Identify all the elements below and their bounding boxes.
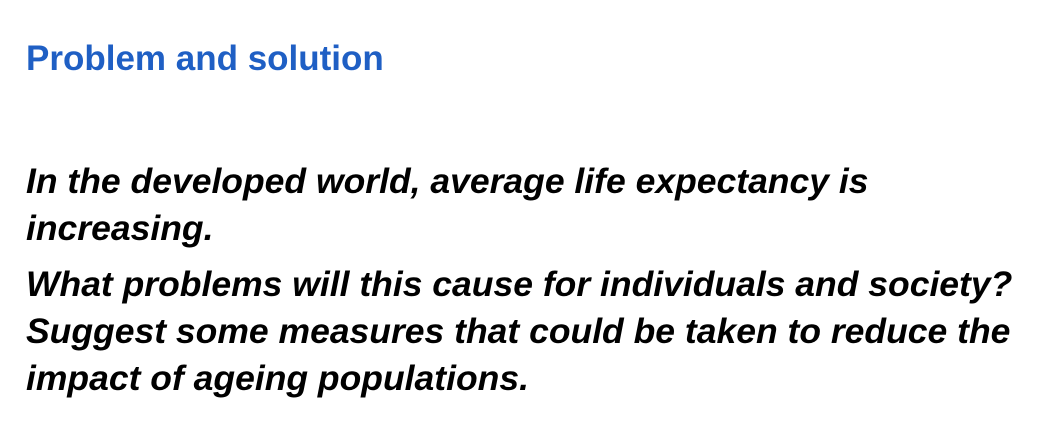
prompt-statement: In the developed world, average life exp… — [26, 161, 869, 248]
prompt-question: What problems will this cause for indivi… — [26, 264, 1013, 398]
slide-heading: Problem and solution — [26, 39, 384, 78]
task-prompt: In the developed world, average life exp… — [26, 158, 1026, 402]
